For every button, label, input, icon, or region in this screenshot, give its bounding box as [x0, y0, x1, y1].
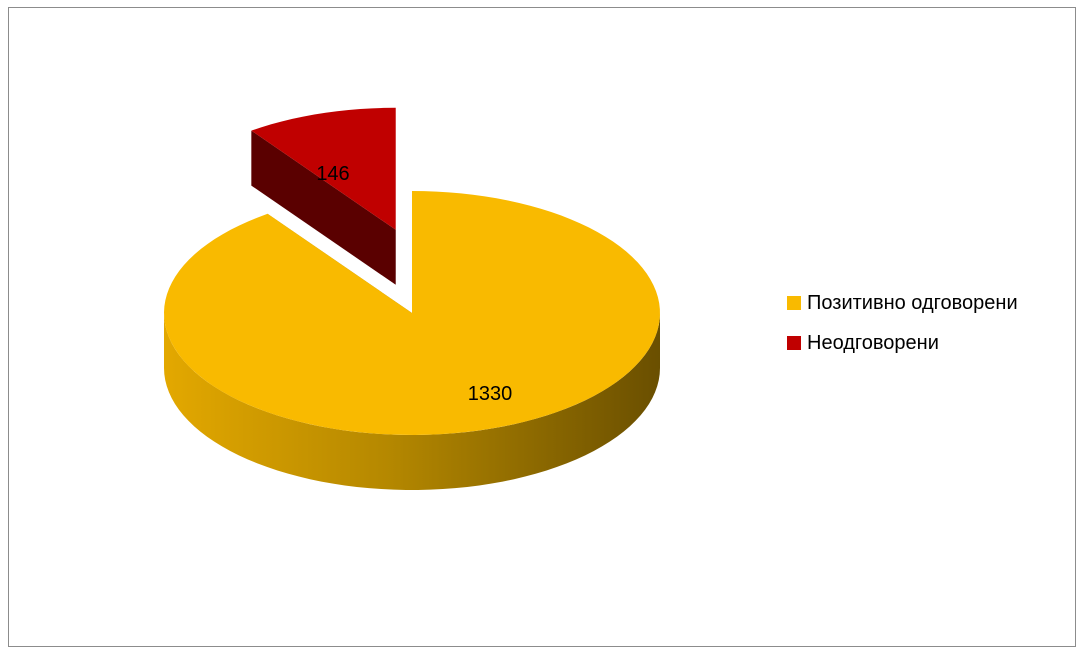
legend-item-1: Неодговорени [787, 330, 1018, 356]
pie-slice-0-outer-wall [164, 313, 660, 490]
legend-label-0: Позитивно одговорени [807, 291, 1018, 314]
data-label-slice-0: 1330 [468, 383, 513, 405]
pie-slice-1-wall-0 [251, 130, 396, 285]
pie-slice-0 [164, 191, 660, 435]
legend-item-0: Позитивно одговорени [787, 290, 1018, 316]
legend-label-1: Неодговорени [807, 331, 939, 354]
data-label-slice-1: 146 [316, 163, 349, 185]
legend: Позитивно одговорени Неодговорени [787, 290, 1018, 370]
pie-slice-1 [251, 107, 396, 230]
legend-swatch-0 [787, 296, 801, 310]
legend-swatch-1 [787, 336, 801, 350]
